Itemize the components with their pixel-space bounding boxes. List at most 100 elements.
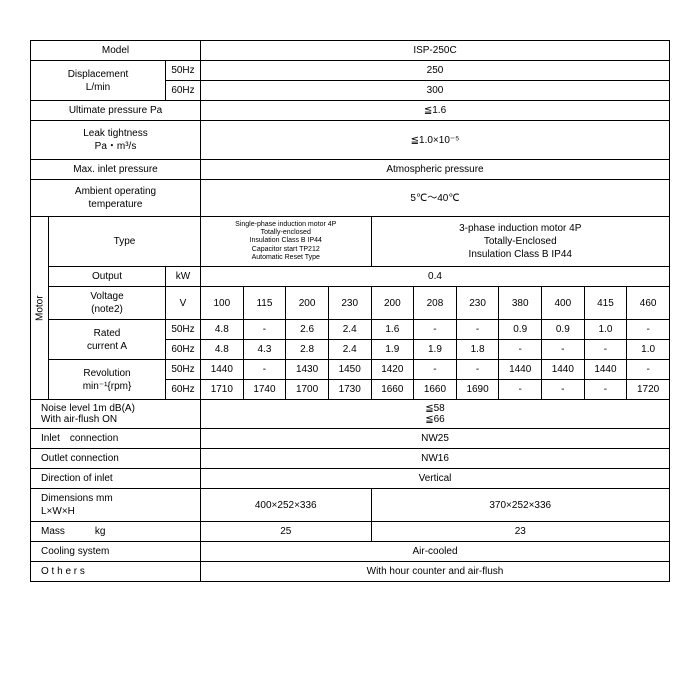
r60-1: 4.3 [243, 340, 286, 360]
v50-4: 1420 [371, 360, 414, 380]
v50-9: 1440 [584, 360, 627, 380]
unit-voltage: V [166, 287, 201, 320]
label-model: Model [31, 41, 201, 61]
label-output: Output [49, 267, 166, 287]
v60-1: 1740 [243, 380, 286, 400]
label-rev: Revolution min⁻¹{rpm} [49, 360, 166, 400]
row-leak: Leak tightness Pa・m³/s ≦1.0×10⁻⁵ [31, 121, 670, 160]
r60-10: 1.0 [627, 340, 670, 360]
voltage-10: 460 [627, 287, 670, 320]
label-maxinlet: Max. inlet pressure [31, 160, 201, 180]
r60-3: 2.4 [328, 340, 371, 360]
value-disp-60: 300 [201, 81, 670, 101]
freq-60: 60Hz [166, 81, 201, 101]
v50-7: 1440 [499, 360, 542, 380]
v50-2: 1430 [286, 360, 329, 380]
value-disp-50: 250 [201, 61, 670, 81]
value-maxinlet: Atmospheric pressure [201, 160, 670, 180]
r50-4: 1.6 [371, 320, 414, 340]
v60-6: 1690 [456, 380, 499, 400]
value-noise: ≦58 ≦66 [201, 400, 670, 429]
row-outlet: Outlet connection NW16 [31, 449, 670, 469]
row-voltage: Voltage (note2) V 100 115 200 230 200 20… [31, 287, 670, 320]
row-inlet: Inlet connection NW25 [31, 429, 670, 449]
r50-2: 2.6 [286, 320, 329, 340]
v60-0: 1710 [201, 380, 244, 400]
label-type: Type [49, 217, 201, 267]
voltage-2: 200 [286, 287, 329, 320]
v50-8: 1440 [542, 360, 585, 380]
r60-2: 2.8 [286, 340, 329, 360]
value-others: With hour counter and air-flush [201, 562, 670, 582]
label-displacement: Displacement L/min [31, 61, 166, 101]
v60-8: - [542, 380, 585, 400]
value-dims-right: 370×252×336 [371, 489, 670, 522]
label-dims: Dimensions mm L×W×H [31, 489, 201, 522]
row-model: Model ISP-250C [31, 41, 670, 61]
label-voltage: Voltage (note2) [49, 287, 166, 320]
row-output: Output kW 0.4 [31, 267, 670, 287]
r50-7: 0.9 [499, 320, 542, 340]
r60-9: - [584, 340, 627, 360]
row-dims: Dimensions mm L×W×H 400×252×336 370×252×… [31, 489, 670, 522]
r50-3: 2.4 [328, 320, 371, 340]
v60-10: 1720 [627, 380, 670, 400]
rated-f50: 50Hz [166, 320, 201, 340]
value-ambient: 5℃～40℃ [201, 180, 670, 217]
label-noise: Noise level 1m dB(A) With air-flush ON [31, 400, 201, 429]
v60-2: 1700 [286, 380, 329, 400]
freq-50: 50Hz [166, 61, 201, 81]
v50-0: 1440 [201, 360, 244, 380]
r50-9: 1.0 [584, 320, 627, 340]
row-mass: Mass kg 25 23 [31, 522, 670, 542]
label-ambient: Ambient operating temperature [31, 180, 201, 217]
v50-1: - [243, 360, 286, 380]
row-others: O t h e r s With hour counter and air-fl… [31, 562, 670, 582]
label-direction: Direction of inlet [31, 469, 201, 489]
value-cooling: Air-cooled [201, 542, 670, 562]
value-mass-left: 25 [201, 522, 372, 542]
r50-0: 4.8 [201, 320, 244, 340]
r50-10: - [627, 320, 670, 340]
row-motor-type: Motor Type Single-phase induction motor … [31, 217, 670, 267]
label-rated: Rated current A [49, 320, 166, 360]
label-others: O t h e r s [31, 562, 201, 582]
r60-4: 1.9 [371, 340, 414, 360]
row-rev-50: Revolution min⁻¹{rpm} 50Hz 1440 - 1430 1… [31, 360, 670, 380]
value-output: 0.4 [201, 267, 670, 287]
rev-f50: 50Hz [166, 360, 201, 380]
voltage-7: 380 [499, 287, 542, 320]
r60-8: - [542, 340, 585, 360]
value-mass-right: 23 [371, 522, 670, 542]
label-motor: Motor [31, 217, 49, 400]
r50-5: - [414, 320, 457, 340]
row-direction: Direction of inlet Vertical [31, 469, 670, 489]
voltage-8: 400 [542, 287, 585, 320]
value-ultimate: ≦1.6 [201, 101, 670, 121]
r60-6: 1.8 [456, 340, 499, 360]
row-ambient: Ambient operating temperature 5℃～40℃ [31, 180, 670, 217]
label-inlet: Inlet connection [31, 429, 201, 449]
v60-3: 1730 [328, 380, 371, 400]
row-cooling: Cooling system Air-cooled [31, 542, 670, 562]
r60-5: 1.9 [414, 340, 457, 360]
v50-10: - [627, 360, 670, 380]
v60-7: - [499, 380, 542, 400]
r50-1: - [243, 320, 286, 340]
row-noise: Noise level 1m dB(A) With air-flush ON ≦… [31, 400, 670, 429]
r50-8: 0.9 [542, 320, 585, 340]
voltage-5: 208 [414, 287, 457, 320]
value-inlet: NW25 [201, 429, 670, 449]
value-leak: ≦1.0×10⁻⁵ [201, 121, 670, 160]
value-type-left: Single-phase induction motor 4P Totally-… [201, 217, 372, 267]
value-direction: Vertical [201, 469, 670, 489]
voltage-1: 115 [243, 287, 286, 320]
v60-5: 1660 [414, 380, 457, 400]
voltage-9: 415 [584, 287, 627, 320]
v60-9: - [584, 380, 627, 400]
label-cooling: Cooling system [31, 542, 201, 562]
voltage-3: 230 [328, 287, 371, 320]
row-rated-50: Rated current A 50Hz 4.8 - 2.6 2.4 1.6 -… [31, 320, 670, 340]
r60-0: 4.8 [201, 340, 244, 360]
value-dims-left: 400×252×336 [201, 489, 372, 522]
